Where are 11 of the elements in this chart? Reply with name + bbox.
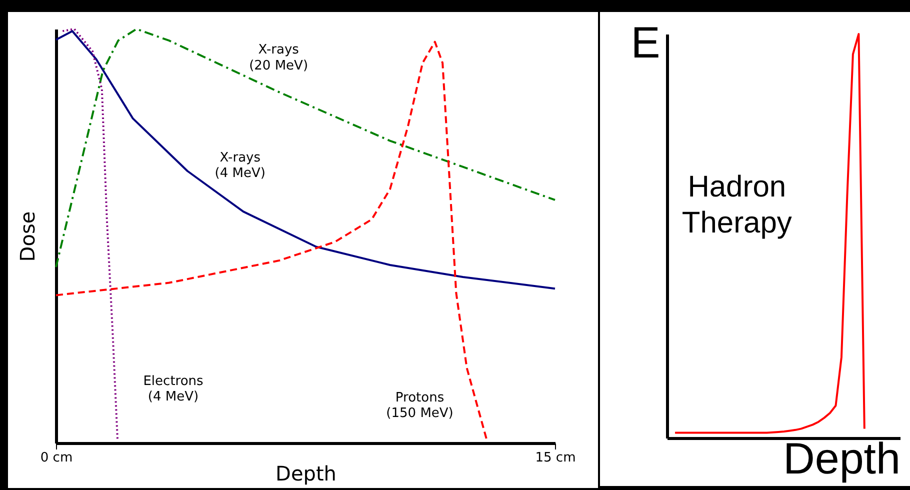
x-tick-label: 15 cm bbox=[535, 450, 576, 466]
x-tick-label: 0 cm bbox=[40, 450, 73, 466]
annotation: X-rays (20 MeV) bbox=[249, 42, 308, 74]
annotation: Protons (150 MeV) bbox=[386, 390, 454, 422]
x-axis-title: Depth bbox=[783, 434, 900, 484]
annotation: Hadron Therapy bbox=[682, 170, 792, 240]
annotation: Electrons (4 MeV) bbox=[143, 374, 204, 404]
x-axis-title: Depth bbox=[276, 462, 336, 486]
y-axis-title: Dose bbox=[16, 211, 40, 262]
y-axis-title: E bbox=[630, 18, 660, 68]
annotation: X-rays (4 MeV) bbox=[214, 150, 266, 181]
